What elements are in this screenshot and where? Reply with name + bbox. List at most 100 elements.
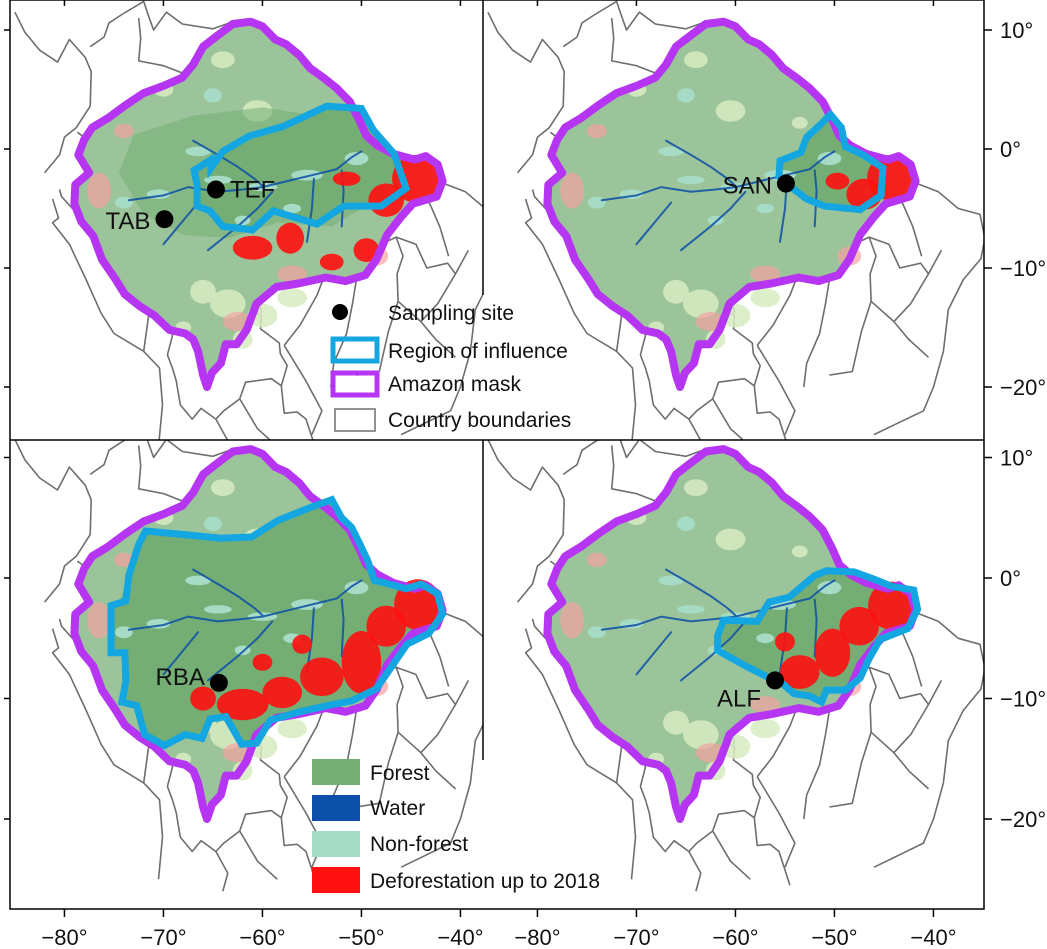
lon-tick-label: −40° — [437, 925, 483, 949]
country-boundary-line — [487, 11, 565, 174]
lat-tick-label: 10° — [1000, 18, 1033, 43]
country-boundary-line — [397, 273, 457, 323]
river-line — [192, 139, 264, 187]
legend-water-label: Water — [370, 797, 425, 820]
deforestation-hotspots — [775, 581, 916, 689]
deforestation-light-patch — [277, 265, 307, 283]
country-boundary-line — [688, 851, 702, 892]
sampling-site-marker — [209, 673, 228, 692]
lon-tick-label: −80° — [514, 925, 560, 949]
non-forest-patch — [756, 203, 775, 214]
non-forest-patch — [756, 633, 775, 644]
country-boundary-line — [753, 817, 791, 886]
country-boundary-line — [893, 321, 930, 358]
non-forest-patch — [587, 196, 606, 209]
amazon-mask-outline — [543, 17, 920, 391]
deforestation-hotspot — [341, 631, 382, 694]
country-boundary-line — [688, 418, 702, 440]
legend-land-cover: Forest Water Non-forest Deforestation up… — [312, 759, 600, 893]
non-forest-patch — [114, 196, 133, 209]
lon-tick-label: −70° — [140, 925, 186, 949]
lon-tick-label: −40° — [910, 925, 956, 949]
sampling-site-marker — [155, 210, 174, 229]
non-forest-patch — [677, 175, 705, 185]
deforestation-hotspot — [319, 253, 344, 271]
savanna-patch — [277, 288, 307, 308]
legend-region-of-influence-label: Region of influence — [388, 340, 568, 363]
figure-frame — [9, 0, 985, 910]
sampling-site: SAN — [723, 173, 795, 200]
sampling-site-marker — [206, 180, 225, 199]
sampling-site: TEF — [206, 176, 275, 203]
savanna-patch — [791, 116, 808, 129]
non-forest-patch — [817, 581, 842, 595]
country-boundary-line — [280, 817, 318, 886]
deforestation-light-patch — [560, 172, 584, 209]
legend-deforestation-label: Deforestation up to 2018 — [370, 870, 600, 893]
savanna-patch — [715, 100, 746, 122]
savanna-patch — [750, 288, 781, 308]
deforestation-light-patch — [586, 552, 607, 568]
country-boundary-line — [51, 198, 164, 440]
deforestation-hotspot — [300, 657, 344, 697]
river-line — [306, 177, 315, 243]
deforestation-light-patch — [113, 124, 134, 139]
savanna-patch — [663, 279, 689, 304]
river-line — [635, 631, 673, 676]
non-forest-patch — [114, 626, 133, 639]
forest-core — [118, 535, 387, 669]
country-boundary-line — [51, 628, 164, 880]
deforestation-light-patch — [586, 124, 607, 139]
country-boundary-line — [487, 440, 565, 603]
country-boundary-line — [756, 344, 796, 435]
river-line — [127, 150, 363, 202]
deforestation-hotspot — [252, 653, 273, 671]
deforestation-hotspot — [276, 222, 305, 254]
lon-tick-label: −60° — [239, 925, 285, 949]
deforestation-hotspot — [262, 676, 303, 709]
river-line — [813, 169, 818, 228]
country-boundary-line — [395, 666, 470, 706]
deforestation-hotspot — [839, 606, 879, 646]
river-line — [665, 568, 737, 617]
river-line — [306, 607, 315, 673]
country-boundary-line — [215, 418, 229, 440]
deforestation-hotspot — [366, 605, 407, 647]
deforestation-hotspot — [780, 655, 820, 689]
country-boundary-line — [712, 398, 745, 440]
legend-non-forest-label: Non-forest — [370, 833, 468, 856]
lon-tick-label: −50° — [811, 925, 857, 949]
non-forest-patch — [185, 575, 211, 586]
legend-forest-swatch — [312, 759, 360, 785]
country-boundary-line — [239, 830, 278, 880]
sampling-site: TAB — [106, 208, 174, 235]
country-boundary-line — [803, 266, 833, 388]
country-boundary-line — [870, 273, 930, 323]
river-line — [600, 579, 836, 631]
lat-tick-label: −20° — [1000, 807, 1046, 832]
deforestation-hotspot — [292, 634, 312, 654]
sampling-site-label: SAN — [723, 173, 772, 200]
savanna-patch — [682, 720, 719, 750]
country-boundary-line — [712, 830, 751, 880]
country-boundary-line — [420, 752, 457, 790]
region-of-influence-outline — [775, 109, 887, 214]
country-boundary-line — [239, 398, 272, 440]
legend-amazon-mask-icon — [330, 370, 380, 398]
deforestation-hotspot — [232, 235, 273, 260]
deforestation-hotspot — [825, 172, 850, 190]
deforestation-light-patch — [560, 602, 584, 639]
savanna-patch — [750, 718, 781, 739]
non-forest-patch — [677, 88, 695, 103]
river-line — [207, 190, 274, 252]
river-line — [162, 631, 200, 676]
country-boundary-line — [756, 776, 796, 868]
country-boundary-line — [395, 236, 470, 275]
savanna-patch — [190, 279, 216, 304]
savanna-patch — [209, 289, 246, 318]
non-forest-patch — [344, 581, 369, 595]
non-forest-patch — [204, 516, 222, 532]
lat-tick-label: −10° — [1000, 687, 1046, 712]
lon-tick-label: −70° — [613, 925, 659, 949]
non-forest-patch — [817, 151, 842, 166]
